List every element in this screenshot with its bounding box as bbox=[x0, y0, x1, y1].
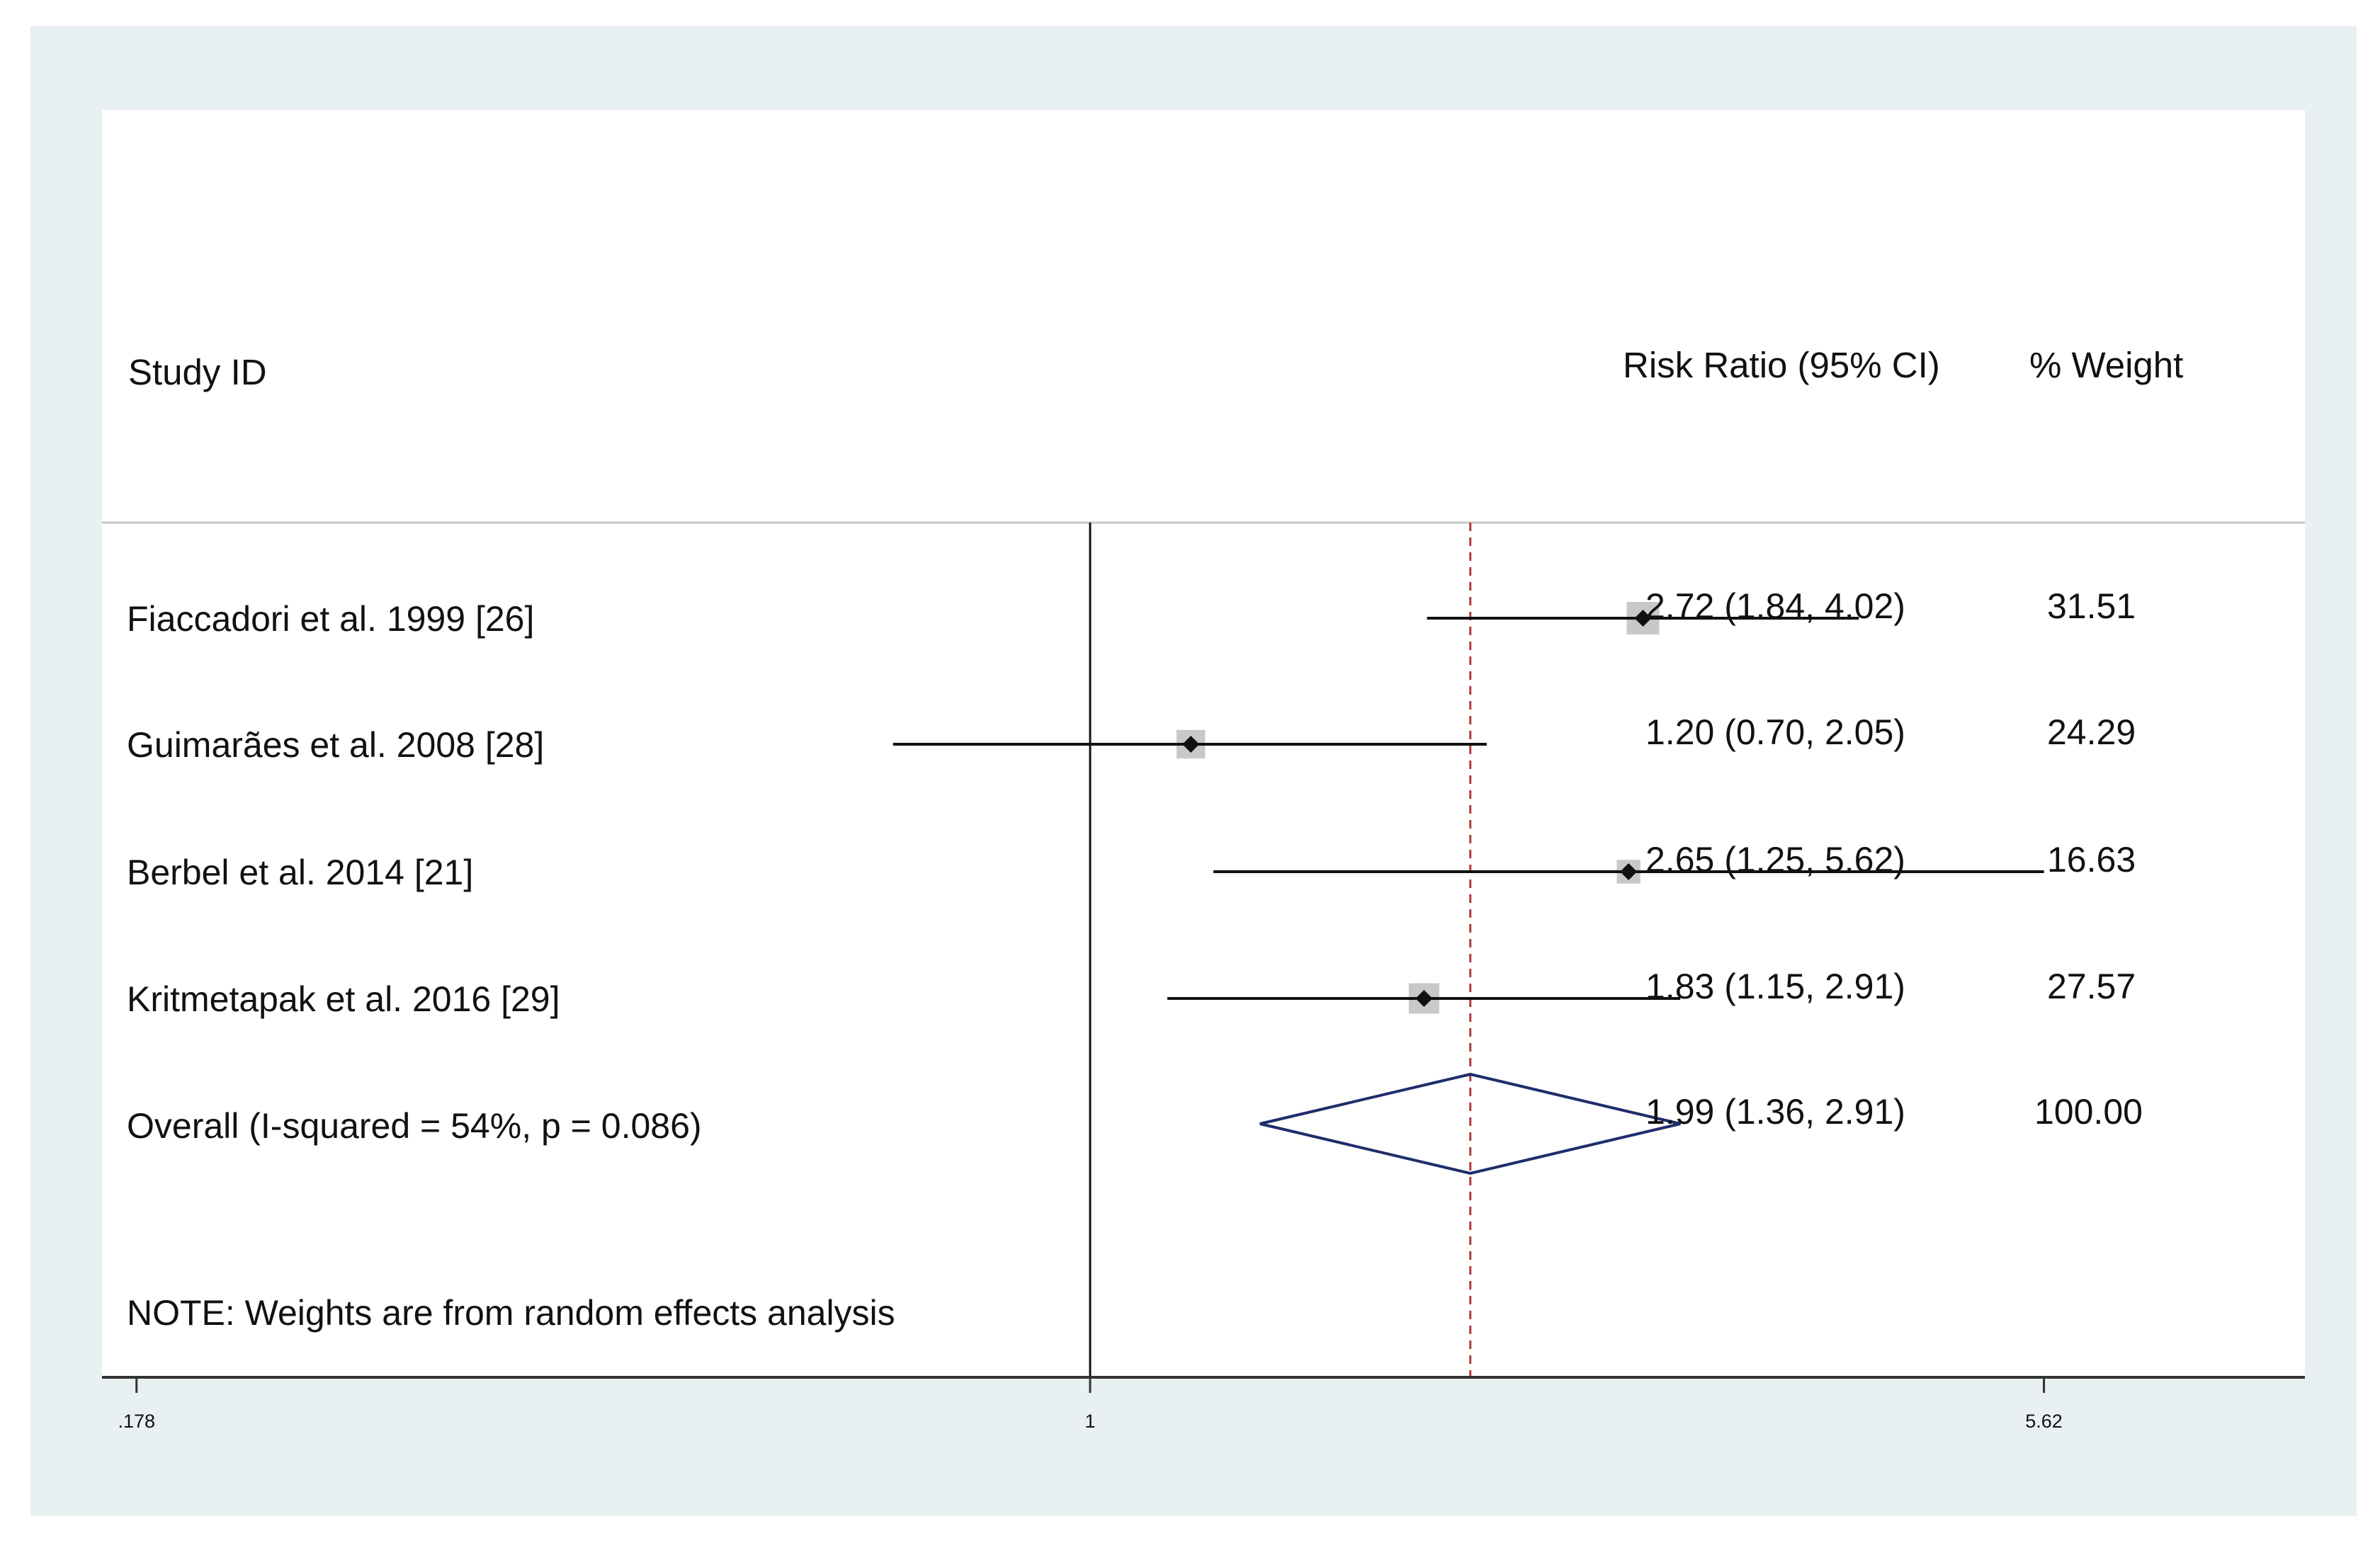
point-estimate bbox=[1634, 610, 1652, 627]
study-label: Guimarães et al. 2008 [28] bbox=[127, 725, 544, 765]
overall-label: Overall (I-squared = 54%, p = 0.086) bbox=[127, 1106, 702, 1146]
x-axis: .178 1 5.62 bbox=[102, 1376, 2305, 1432]
x-tick-label: .178 bbox=[118, 1411, 155, 1432]
x-tick-label: 1 bbox=[1084, 1411, 1095, 1432]
overall-diamond bbox=[1259, 1072, 1681, 1175]
study-row: Fiaccadori et al. 1999 [26] 2.72 (1.84, 4… bbox=[127, 586, 2136, 639]
ci-value: 1.83 (1.15, 2.91) bbox=[1645, 967, 1905, 1006]
ci-value: 2.72 (1.84, 4.02) bbox=[1645, 586, 1905, 626]
point-estimate bbox=[1415, 990, 1433, 1007]
header-risk-ratio: Risk Ratio (95% CI) bbox=[1623, 345, 1940, 385]
note-text: NOTE: Weights are from random effects an… bbox=[127, 1293, 895, 1333]
overall-row: Overall (I-squared = 54%, p = 0.086) 1.99… bbox=[127, 1072, 2143, 1175]
weight-value: 27.57 bbox=[2047, 967, 2136, 1006]
weight-value: 31.51 bbox=[2047, 586, 2136, 626]
study-row: Berbel et al. 2014 [21] 2.65 (1.25, 5.62)… bbox=[127, 840, 2136, 892]
overall-weight-value: 100.00 bbox=[2034, 1092, 2143, 1132]
study-label: Fiaccadori et al. 1999 [26] bbox=[127, 599, 534, 639]
study-row: Guimarães et al. 2008 [28] 1.20 (0.70, 2.… bbox=[127, 712, 2136, 765]
study-row: Kritmetapak et al. 2016 [29] 1.83 (1.15, … bbox=[127, 967, 2136, 1019]
study-rows: Fiaccadori et al. 1999 [26] 2.72 (1.84, 4… bbox=[127, 523, 2143, 1377]
header-weight: % Weight bbox=[2029, 345, 2183, 385]
x-tick-label: 5.62 bbox=[2025, 1411, 2063, 1432]
study-label: Berbel et al. 2014 [21] bbox=[127, 853, 473, 892]
weight-value: 16.63 bbox=[2047, 840, 2136, 879]
point-estimate bbox=[1620, 863, 1638, 880]
study-label: Kritmetapak et al. 2016 [29] bbox=[127, 979, 560, 1019]
header-study-id: Study ID bbox=[128, 352, 267, 392]
ci-value: 2.65 (1.25, 5.62) bbox=[1645, 840, 1905, 879]
overall-ci-value: 1.99 (1.36, 2.91) bbox=[1645, 1092, 1905, 1132]
point-estimate bbox=[1182, 736, 1200, 753]
weight-value: 24.29 bbox=[2047, 712, 2136, 752]
ci-value: 1.20 (0.70, 2.05) bbox=[1645, 712, 1905, 752]
